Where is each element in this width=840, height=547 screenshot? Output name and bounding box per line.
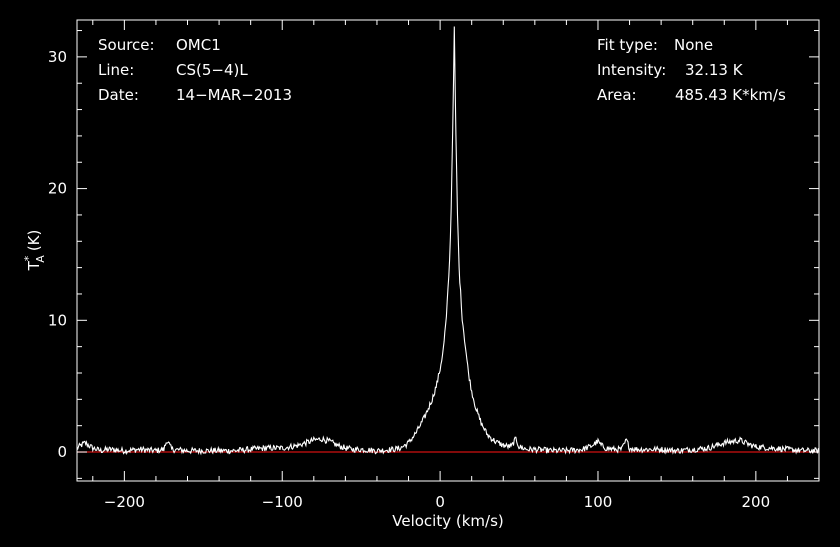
- line-label: Line:: [98, 61, 134, 79]
- y-axis-symbol: T: [25, 260, 43, 271]
- y-axis-unit: (K): [25, 230, 43, 252]
- x-tick-label: 100: [584, 493, 613, 511]
- y-axis-superscript: *: [22, 255, 35, 261]
- ticks-layer: −200 −100 0 100 200 0 10 20 30: [48, 20, 820, 511]
- x-tick-label: −200: [104, 493, 145, 511]
- source-label: Source:: [98, 36, 155, 54]
- y-tick-label: 30: [48, 48, 67, 66]
- source-value: OMC1: [176, 36, 221, 54]
- area-label: Area:: [597, 86, 637, 104]
- intensity-value: 32.13 K: [685, 61, 744, 79]
- y-axis-title: T*A (K): [22, 230, 47, 272]
- plot-frame: [76, 19, 820, 482]
- x-tick-label: 0: [435, 493, 445, 511]
- plot-layer: [76, 26, 820, 456]
- x-axis-title: Velocity (km/s): [392, 512, 503, 530]
- fit-type-label: Fit type:: [597, 36, 658, 54]
- spectrum-line: [76, 26, 820, 456]
- intensity-label: Intensity:: [597, 61, 666, 79]
- x-tick-label: 200: [742, 493, 771, 511]
- fit-type-value: None: [674, 36, 713, 54]
- line-value: CS(5−4)L: [176, 61, 248, 79]
- y-tick-label: 20: [48, 180, 67, 198]
- y-axis-title-text: T*A (K): [22, 230, 47, 272]
- y-tick-label: 10: [48, 311, 67, 329]
- date-label: Date:: [98, 86, 139, 104]
- date-value: 14−MAR−2013: [176, 86, 292, 104]
- area-value: 485.43 K*km/s: [675, 86, 786, 104]
- y-axis-subscript: A: [34, 255, 47, 263]
- y-tick-label: 0: [57, 443, 67, 461]
- x-tick-label: −100: [262, 493, 303, 511]
